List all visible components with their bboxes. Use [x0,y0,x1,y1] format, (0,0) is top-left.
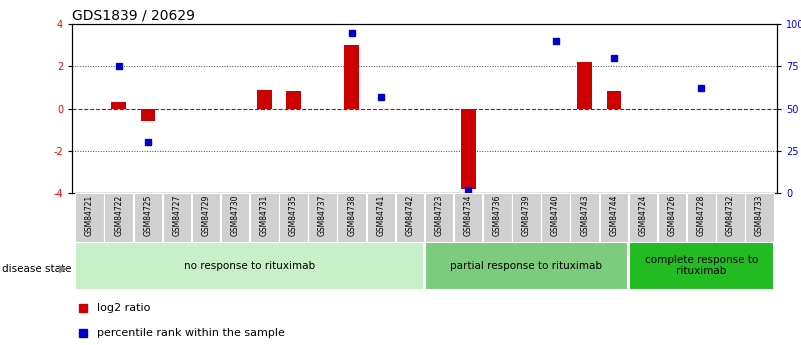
Bar [687,193,715,242]
Text: percentile rank within the sample: percentile rank within the sample [97,328,284,337]
Text: GSM84723: GSM84723 [435,195,444,236]
Text: GDS1839 / 20629: GDS1839 / 20629 [72,9,195,23]
Bar [134,193,162,242]
Text: GSM84726: GSM84726 [667,195,677,236]
Text: complete response to
rituximab: complete response to rituximab [645,255,758,276]
Bar [280,193,308,242]
Bar [425,241,628,290]
Bar [461,109,476,189]
Text: GSM84724: GSM84724 [638,195,647,236]
Text: GSM84727: GSM84727 [172,195,182,236]
Text: GSM84728: GSM84728 [697,195,706,236]
Text: GSM84725: GSM84725 [143,195,152,236]
Text: GSM84744: GSM84744 [610,195,618,236]
Bar [454,193,482,242]
Bar [344,45,359,109]
Text: log2 ratio: log2 ratio [97,303,150,313]
Bar [111,102,126,109]
Text: disease state: disease state [2,264,71,274]
Text: GSM84734: GSM84734 [464,195,473,236]
Text: GSM84722: GSM84722 [115,195,123,236]
Bar [483,193,512,242]
Text: GSM84737: GSM84737 [318,195,327,236]
Text: GSM84743: GSM84743 [580,195,590,236]
Bar [570,193,599,242]
Bar [308,193,337,242]
Text: GSM84733: GSM84733 [755,195,764,236]
Bar [745,193,774,242]
Text: GSM84732: GSM84732 [726,195,735,236]
Text: GSM84741: GSM84741 [376,195,385,236]
Bar [578,62,592,109]
Bar [257,90,272,109]
Bar [425,193,453,242]
Bar [367,193,395,242]
Bar [221,193,249,242]
Bar [600,193,628,242]
Bar [541,193,570,242]
Bar [396,193,425,242]
Text: GSM84738: GSM84738 [347,195,356,236]
Bar [104,193,133,242]
Bar [658,193,686,242]
Bar [140,109,155,121]
Bar [191,193,220,242]
Text: partial response to rituximab: partial response to rituximab [450,261,602,270]
Text: ▶: ▶ [58,264,67,274]
Bar [512,193,541,242]
Bar [716,193,745,242]
Bar [629,193,658,242]
Bar [286,91,300,109]
Text: GSM84721: GSM84721 [85,195,94,236]
Bar [606,91,621,109]
Text: GSM84742: GSM84742 [405,195,414,236]
Text: GSM84739: GSM84739 [522,195,531,236]
Bar [629,241,774,290]
Bar [75,241,425,290]
Bar [250,193,279,242]
Text: GSM84731: GSM84731 [260,195,269,236]
Text: GSM84730: GSM84730 [231,195,239,236]
Text: GSM84729: GSM84729 [202,195,211,236]
Text: GSM84740: GSM84740 [551,195,560,236]
Bar [337,193,366,242]
Text: no response to rituximab: no response to rituximab [184,261,316,270]
Bar [163,193,191,242]
Bar [75,193,104,242]
Text: GSM84735: GSM84735 [289,195,298,236]
Text: GSM84736: GSM84736 [493,195,502,236]
